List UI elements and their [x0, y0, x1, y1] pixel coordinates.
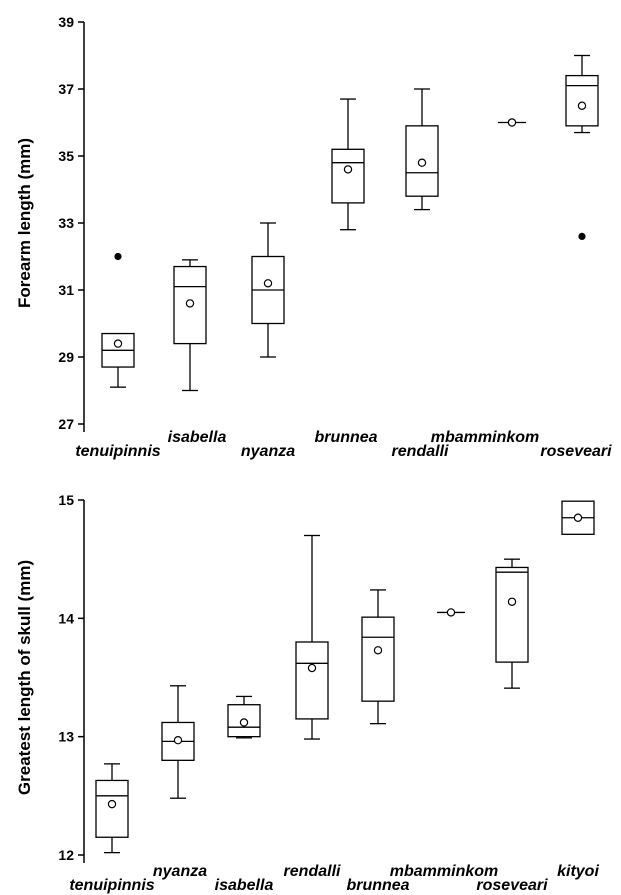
category-label-mbamminkom: mbamminkom — [390, 863, 498, 880]
box-brunnea — [331, 98, 365, 231]
category-label-nyanza: nyanza — [241, 443, 295, 460]
box-tenuipinnis — [101, 252, 135, 388]
category-label-roseveari: roseveari — [476, 877, 548, 894]
y-tick-label: 15 — [58, 492, 74, 508]
y-tick-label: 13 — [58, 729, 74, 745]
mean-marker — [173, 736, 183, 745]
box-mbamminkom — [437, 608, 465, 617]
box-kityoi — [561, 500, 595, 535]
y-axis-title: Greatest length of skull (mm) — [15, 560, 34, 795]
y-tick-label: 39 — [58, 14, 74, 30]
box-tenuipinnis — [95, 763, 129, 854]
category-label-isabella: isabella — [215, 877, 274, 894]
box-roseveari — [565, 54, 599, 240]
outlier-point — [578, 232, 586, 240]
category-label-brunnea: brunnea — [346, 877, 409, 894]
category-label-nyanza: nyanza — [153, 863, 207, 880]
box-roseveari — [495, 558, 529, 689]
category-label-isabella: isabella — [168, 429, 227, 446]
box-nyanza — [161, 685, 195, 799]
mean-marker — [507, 118, 517, 127]
y-tick-label: 27 — [58, 416, 74, 432]
box-isabella — [173, 259, 207, 392]
box-iqr — [361, 616, 395, 702]
box-brunnea — [361, 589, 395, 725]
category-label-tenuipinnis: tenuipinnis — [75, 443, 160, 460]
box-mbamminkom — [498, 118, 526, 127]
box-isabella — [227, 695, 261, 739]
mean-marker — [185, 299, 195, 308]
box-rendalli — [295, 534, 329, 740]
mean-marker — [573, 513, 583, 522]
mean-marker — [577, 101, 587, 110]
box-iqr — [495, 566, 529, 663]
box-iqr — [227, 704, 261, 738]
mean-marker — [113, 339, 123, 348]
y-tick-label: 33 — [58, 215, 74, 231]
boxplot-panel-2: 12 13 14 15 Greatest length of skull (mm) ten… — [15, 492, 599, 894]
box-nyanza — [251, 222, 285, 358]
mean-marker — [107, 799, 117, 809]
boxplot-panel-1: 27 29 31 33 35 37 39 Forearm length (mm) tenuipi… — [15, 14, 612, 460]
mean-marker — [343, 165, 353, 174]
y-tick-label: 37 — [58, 81, 74, 97]
mean-marker — [239, 718, 249, 727]
box-rendalli — [405, 88, 439, 211]
outlier-point — [114, 252, 122, 261]
y-tick-label: 31 — [58, 282, 74, 298]
box-iqr — [331, 148, 365, 204]
mean-marker — [417, 158, 427, 167]
box-iqr — [295, 641, 329, 720]
y-tick-label: 14 — [58, 610, 74, 626]
box-iqr — [173, 265, 207, 345]
y-tick-label: 35 — [58, 148, 74, 164]
mean-marker — [446, 608, 456, 617]
category-label-rendalli: rendalli — [392, 443, 449, 460]
category-label-mbamminkom: mbamminkom — [431, 429, 539, 446]
y-tick-label: 29 — [58, 349, 74, 365]
category-label-roseveari: roseveari — [540, 443, 612, 460]
y-tick-label: 12 — [58, 847, 74, 863]
box-iqr — [95, 779, 129, 838]
category-label-rendalli: rendalli — [284, 863, 341, 880]
mean-marker — [307, 663, 317, 673]
category-label-kityoi: kityoi — [557, 863, 599, 880]
category-label-brunnea: brunnea — [314, 429, 377, 446]
mean-marker — [373, 646, 383, 655]
box-iqr — [405, 125, 439, 197]
mean-marker — [507, 597, 517, 606]
y-axis-title: Forearm length (mm) — [15, 138, 34, 308]
box-iqr — [565, 74, 599, 127]
category-label-tenuipinnis: tenuipinnis — [69, 877, 154, 894]
mean-marker — [263, 279, 273, 288]
